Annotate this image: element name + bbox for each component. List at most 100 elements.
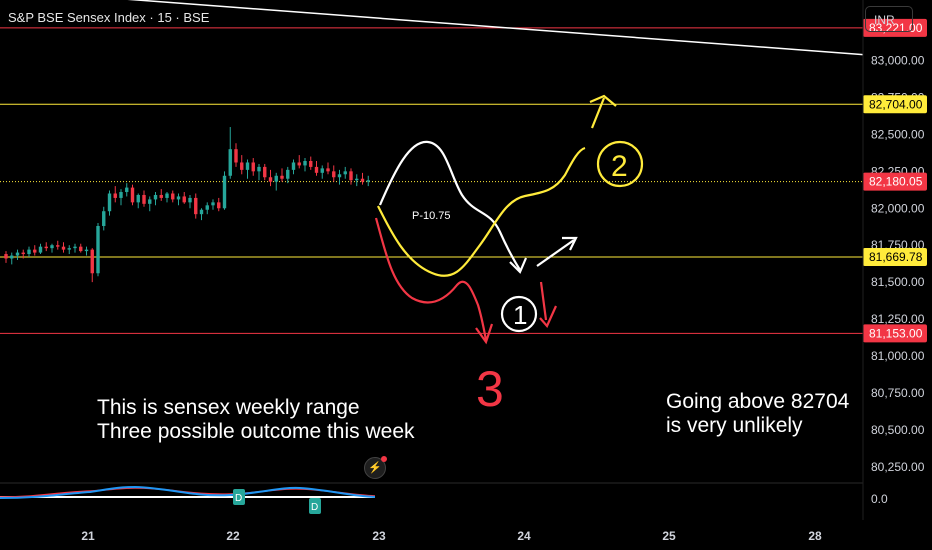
candle-body <box>67 248 71 250</box>
candle-body <box>309 161 313 167</box>
outcome-2-circle <box>596 140 644 188</box>
candle-body <box>159 194 163 198</box>
candle-body <box>366 180 370 182</box>
candle-body <box>33 249 37 253</box>
level-tag-label-3: 81,669.78 <box>869 250 923 264</box>
candle-body <box>171 193 175 200</box>
outcome-1-label: 1 <box>513 300 527 330</box>
candle-body <box>79 246 83 252</box>
candle-body <box>234 149 238 163</box>
pivot-label: P-10.75 <box>412 210 451 222</box>
outcome-3-label: 3 <box>476 361 504 417</box>
price-tick-label: 82,500.00 <box>871 127 925 141</box>
level-lines <box>0 27 863 334</box>
note-left-line1: This is sensex weekly range <box>97 396 360 419</box>
candle-body <box>153 194 158 200</box>
candle-body <box>119 192 123 198</box>
candle-body <box>360 178 365 182</box>
candle-body <box>61 246 66 250</box>
candle-body <box>44 246 48 249</box>
candle-body <box>343 171 347 175</box>
currency-selector[interactable]: INR <box>865 6 913 32</box>
price-tick-label: 80,750.00 <box>871 386 925 400</box>
candle-body <box>314 166 319 173</box>
note-left-line2: Three possible outcome this week <box>97 420 415 443</box>
level-tags: 83,221.0082,704.0082,180.0581,669.7881,1… <box>863 18 927 343</box>
candlestick-series <box>4 127 370 283</box>
candle-body <box>222 175 227 209</box>
indicator-line-blue <box>0 485 376 499</box>
candle-body <box>125 187 129 193</box>
outcome-1-circle <box>500 295 538 333</box>
candle-body <box>56 245 60 247</box>
alert-dot-icon <box>381 456 387 462</box>
time-tick-label: 22 <box>226 529 240 543</box>
level-tag-bg-4 <box>863 324 927 343</box>
red-outcome-path <box>374 217 488 341</box>
time-tick-label: 21 <box>81 529 95 543</box>
candle-body <box>211 202 215 206</box>
white-arrow-up <box>536 236 578 267</box>
note-right-line1: Going above 82704 <box>666 390 850 413</box>
yellow-arrow-up <box>589 94 617 129</box>
lightning-icon[interactable]: ⚡ <box>364 456 387 479</box>
indicator-marker-d1 <box>233 489 245 505</box>
level-tag-bg-3 <box>863 248 927 267</box>
candle-body <box>102 211 106 226</box>
price-tick-label: 81,250.00 <box>871 312 925 326</box>
trendline <box>127 0 864 56</box>
candle-body <box>113 193 117 198</box>
candle-body <box>107 193 112 212</box>
level-tag-bg-0 <box>863 18 927 37</box>
white-arrow-head <box>509 257 528 274</box>
candle-body <box>257 166 261 172</box>
candle-body <box>176 196 181 200</box>
hand-drawn-annotations: P-10.75 1 2 3 <box>374 94 644 417</box>
price-tick-label: 83,000.00 <box>871 54 925 68</box>
candle-body <box>96 225 100 274</box>
candle-body <box>263 166 267 178</box>
level-tag-label-2: 82,180.05 <box>869 175 923 189</box>
candle-body <box>194 197 198 215</box>
time-tick-label: 28 <box>808 529 822 543</box>
candle-body <box>349 171 353 181</box>
candle-body <box>337 174 342 178</box>
level-tag-bg-2 <box>863 172 927 191</box>
indicator-marker-d1-label: D <box>235 493 242 504</box>
time-tick-label: 25 <box>662 529 676 543</box>
indicator-pane: D D 0.0 <box>0 482 888 514</box>
yellow-outcome-path <box>377 146 586 277</box>
trendline-layer <box>127 0 864 56</box>
candle-body <box>251 162 255 172</box>
time-tick-label: 23 <box>372 529 386 543</box>
indicator-zero-label: 0.0 <box>871 492 888 506</box>
candle-body <box>15 252 20 256</box>
candle-body <box>303 161 307 166</box>
red-arrow-head <box>475 323 494 345</box>
candle-body <box>199 209 204 215</box>
candle-body <box>280 175 284 179</box>
candle-body <box>10 255 14 259</box>
indicator-marker-d2-label: D <box>311 502 318 513</box>
symbol-title[interactable]: S&P BSE Sensex Index · 15 · BSE <box>8 10 210 25</box>
candle-body <box>148 199 152 204</box>
candle-body <box>291 162 296 170</box>
candle-body <box>165 193 169 198</box>
candle-body <box>38 246 43 253</box>
candle-body <box>50 245 54 249</box>
candle-body <box>326 168 330 172</box>
time-tick-label: 24 <box>517 529 531 543</box>
candle-body <box>188 197 192 203</box>
candle-body <box>142 194 146 204</box>
note-right-line2: is very unlikely <box>666 414 803 437</box>
candle-body <box>84 249 89 252</box>
candle-body <box>286 169 290 179</box>
time-axis: 21 22 23 24 25 28 <box>81 0 864 543</box>
candle-body <box>320 168 324 173</box>
note-unlikely: Going above 82704 is very unlikely <box>666 390 849 438</box>
outcome-2-label: 2 <box>611 150 628 183</box>
candle-body <box>332 171 336 178</box>
candle-body <box>355 178 359 181</box>
price-tick-label: 80,250.00 <box>871 460 925 474</box>
